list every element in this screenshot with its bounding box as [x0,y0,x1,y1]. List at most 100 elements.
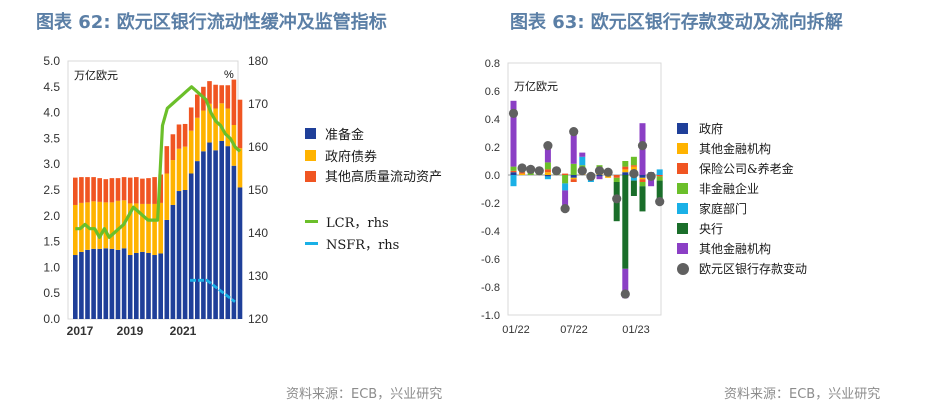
legend-label-other-fin-2: 其他金融机构 [699,242,772,256]
stacked-bar-segment [146,252,151,319]
stacked-bar-segment [115,200,121,250]
x-tick-label: 07/22 [560,324,588,336]
deposit-change-dot [560,204,570,214]
stacked-bar-segment [622,161,629,167]
y-tick-label: 0.4 [485,114,500,126]
stacked-bar-segment [225,85,231,109]
left-axis-unit: 万亿欧元 [74,69,118,82]
y-tick-label: 3.5 [43,131,60,145]
legend-label-government: 政府 [699,122,724,136]
households-swatch [677,203,688,214]
stacked-bar-segment [225,108,231,147]
stacked-bar-segment [176,191,182,319]
deposit-change-dot [543,141,553,151]
stacked-bar-segment [622,169,629,173]
legend-item-lcr: LCR，rhs [305,212,389,231]
y-tick-label: 2.5 [43,183,60,197]
stacked-bar-segment [140,178,145,204]
deposit-change-dot [586,171,596,181]
stacked-bar-segment [109,248,115,319]
y-tick-label: -0.2 [481,198,500,210]
legend-item-other-hqla: 其他高质量流动资产 [305,168,445,187]
stacked-bar-segment [182,123,188,147]
y-tick-label: -1.0 [481,310,500,322]
stacked-bar-segment [570,179,577,182]
stacked-bar-segment [97,201,102,249]
stacked-bar-segment [544,175,551,177]
other-fin-2-swatch [677,243,688,254]
stacked-bar-segment [622,175,629,269]
stacked-bar-segment [79,251,84,319]
stacked-bar-segment [570,163,577,175]
stacked-bar-segment [207,81,212,104]
deposit-change-dot [612,194,622,204]
nsfr-swatch [305,242,318,245]
stacked-bar-segment [158,253,163,319]
stacked-bar-segment [656,169,663,175]
y-tick-label: 4.0 [43,106,60,120]
deposit-change-dot [534,166,544,176]
left-legend: 准备金 政府债券 其他高质量流动资产 LCR，rhs NSFR，rhs [305,124,455,264]
left-chart: 0.0 0.5 1.0 1.5 2.0 2.5 3.0 3.5 4.0 4.5 5.0 120 130 1… [43,54,268,338]
stacked-bar-segment [639,186,646,212]
deposit-change-dot [637,141,648,151]
x-tick-label: 01/22 [502,324,530,336]
legend-label-households: 家庭部门 [699,202,748,216]
stacked-bar-segment [219,85,224,104]
stacked-bar-segment [85,249,90,319]
stacked-bar-segment [73,177,78,205]
stacked-bar-segment [79,177,84,203]
stacked-bar-segment [562,175,569,184]
stacked-bar-segment [140,203,145,252]
stacked-bar-segment [510,166,517,171]
stacked-bar-segment [622,166,629,170]
stacked-bar-segment [510,175,517,187]
stacked-bar-segment [622,172,629,175]
stacked-bar-segment [103,248,109,319]
stacked-bar-segment [237,148,243,188]
lcr-swatch [305,220,318,223]
stacked-bar-segment [188,130,194,174]
stacked-bar-segment [127,177,133,204]
stacked-bar-segment [237,99,243,149]
stacked-bar-segment [127,203,133,256]
deposit-change-dot [551,166,562,176]
stacked-bar-segment [109,202,115,249]
stacked-bar-segment [115,178,121,201]
x-tick-label: 01/23 [622,324,650,336]
stacked-bar-segment [164,146,170,174]
stacked-bar-segment [639,175,646,178]
stacked-bar-segment [85,177,90,203]
stacked-bar-segment [213,150,218,319]
legend-item-nfc: 非金融企业 [677,180,759,197]
deposit-change-marker [677,262,689,275]
deposit-change-dot [655,197,665,207]
stacked-bar-segment [170,160,176,205]
deposit-change-dot [569,127,579,137]
legend-label-deposit-change: 欧元区银行存款变动 [699,262,808,276]
stacked-bar-segment [121,248,127,319]
stacked-bar-segment [127,255,133,319]
stacked-bar-segment [570,130,577,164]
legend-label-nsfr: NSFR，rhs [326,238,400,253]
stacked-bar-segment [195,161,200,319]
legend-item-govt-bonds: 政府债券 [305,146,377,165]
stacked-bar-segment [195,117,200,162]
legend-label-nfc: 非金融企业 [699,182,760,196]
insurance-pension-swatch [677,163,688,174]
legend-item-reserves: 准备金 [305,124,364,143]
axis-unit: 万亿欧元 [514,80,558,93]
stacked-bar-segment [109,178,115,203]
stacked-bar-segment [121,177,127,201]
stacked-bar-segment [510,172,517,175]
lcr-line [75,85,242,239]
stacked-bar-segment [510,100,517,167]
stacked-bar-segment [103,202,109,249]
stacked-bar-segment [544,162,551,170]
stacked-bar-segment [152,177,157,204]
stacked-bar-segment [213,108,218,151]
stacked-bar-segment [219,103,224,141]
right-chart: 0.8 0.6 0.4 0.2 0.0 -0.2 -0.4 -0.6 -0.8 -1.001/22… [481,58,665,336]
deposit-change-dot [629,169,639,179]
y-tick-label: 0.8 [485,58,500,70]
